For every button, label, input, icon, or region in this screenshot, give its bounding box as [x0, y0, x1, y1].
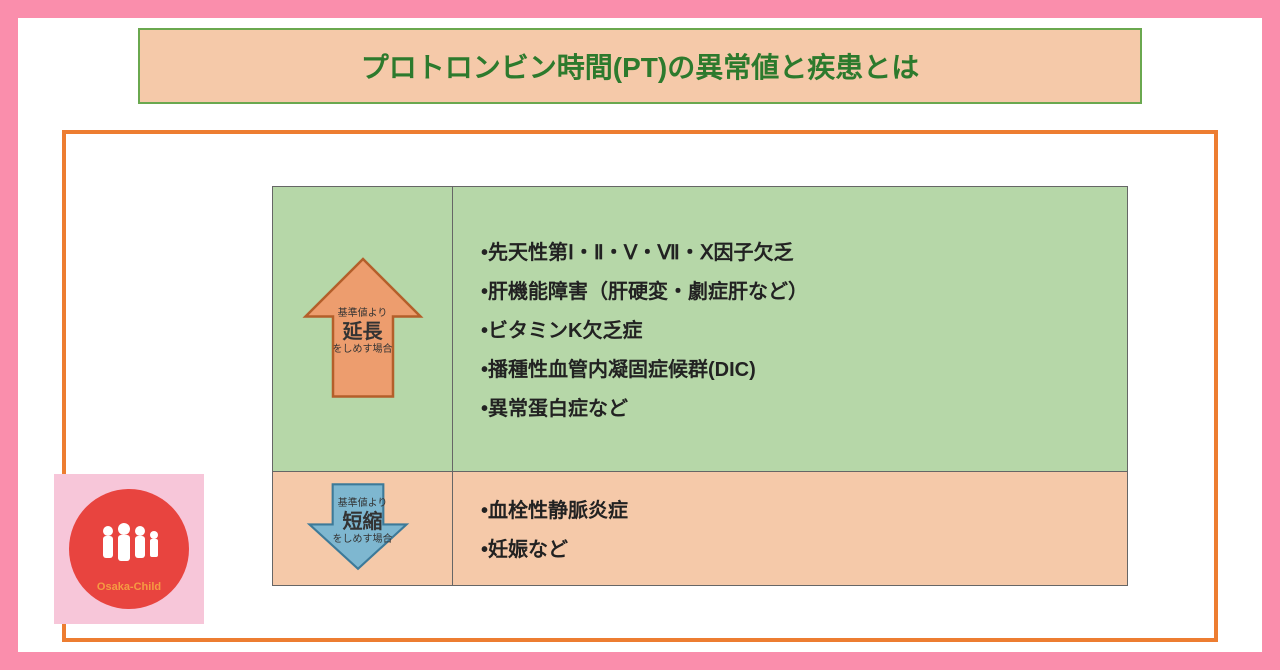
arrow-down-bot: をしめす場合: [333, 535, 393, 547]
row-shortened: 基準値より 短縮 をしめす場合 •血栓性静脈炎症 •妊娠など: [272, 472, 1128, 586]
list-cell-prolonged: •先天性第Ⅰ・Ⅱ・Ⅴ・Ⅶ・Ⅹ因子欠乏 •肝機能障害（肝硬変・劇症肝など） •ビタ…: [453, 187, 1127, 471]
arrow-up-main: 延長: [333, 320, 393, 344]
arrow-cell-up: 基準値より 延長 をしめす場合: [273, 187, 453, 471]
list-item: •異常蛋白症など: [481, 392, 1127, 421]
list-item: •先天性第Ⅰ・Ⅱ・Ⅴ・Ⅶ・Ⅹ因子欠乏: [481, 236, 1127, 265]
list-item: •血栓性静脈炎症: [481, 494, 1127, 523]
list-item: •播種性血管内凝固症候群(DIC): [481, 353, 1127, 382]
arrow-up-bot: をしめす場合: [333, 344, 393, 356]
logo-box: Osaka-Child: [54, 474, 204, 624]
logo-circle: Osaka-Child: [69, 489, 189, 609]
list-item: •肝機能障害（肝硬変・劇症肝など）: [481, 275, 1127, 304]
arrow-down-main: 短縮: [333, 511, 393, 535]
arrow-down-label: 基準値より 短縮 をしめす場合: [333, 499, 393, 547]
list-item: •妊娠など: [481, 533, 1127, 562]
logo-text: Osaka-Child: [97, 581, 161, 593]
arrow-cell-down: 基準値より 短縮 をしめす場合: [273, 472, 453, 585]
main-content-box: 基準値より 延長 をしめす場合 •先天性第Ⅰ・Ⅱ・Ⅴ・Ⅶ・Ⅹ因子欠乏 •肝機能障…: [62, 130, 1218, 642]
arrow-down-wrap: 基準値より 短縮 をしめす場合: [303, 478, 423, 578]
title-text: プロトロンビン時間(PT)の異常値と疾患とは: [361, 46, 919, 86]
title-box: プロトロンビン時間(PT)の異常値と疾患とは: [138, 28, 1142, 104]
arrow-up-wrap: 基準値より 延長 をしめす場合: [298, 254, 428, 404]
list-cell-shortened: •血栓性静脈炎症 •妊娠など: [453, 472, 1127, 585]
family-icon: [94, 523, 164, 575]
row-prolonged: 基準値より 延長 をしめす場合 •先天性第Ⅰ・Ⅱ・Ⅴ・Ⅶ・Ⅹ因子欠乏 •肝機能障…: [272, 186, 1128, 472]
arrow-down-top: 基準値より: [333, 499, 393, 511]
table-area: 基準値より 延長 をしめす場合 •先天性第Ⅰ・Ⅱ・Ⅴ・Ⅶ・Ⅹ因子欠乏 •肝機能障…: [272, 186, 1128, 586]
page-outer: プロトロンビン時間(PT)の異常値と疾患とは 基準値より 延長: [0, 0, 1280, 670]
page-inner: プロトロンビン時間(PT)の異常値と疾患とは 基準値より 延長: [18, 18, 1262, 652]
arrow-up-top: 基準値より: [333, 308, 393, 320]
arrow-up-label: 基準値より 延長 をしめす場合: [333, 308, 393, 356]
list-item: •ビタミンK欠乏症: [481, 314, 1127, 343]
